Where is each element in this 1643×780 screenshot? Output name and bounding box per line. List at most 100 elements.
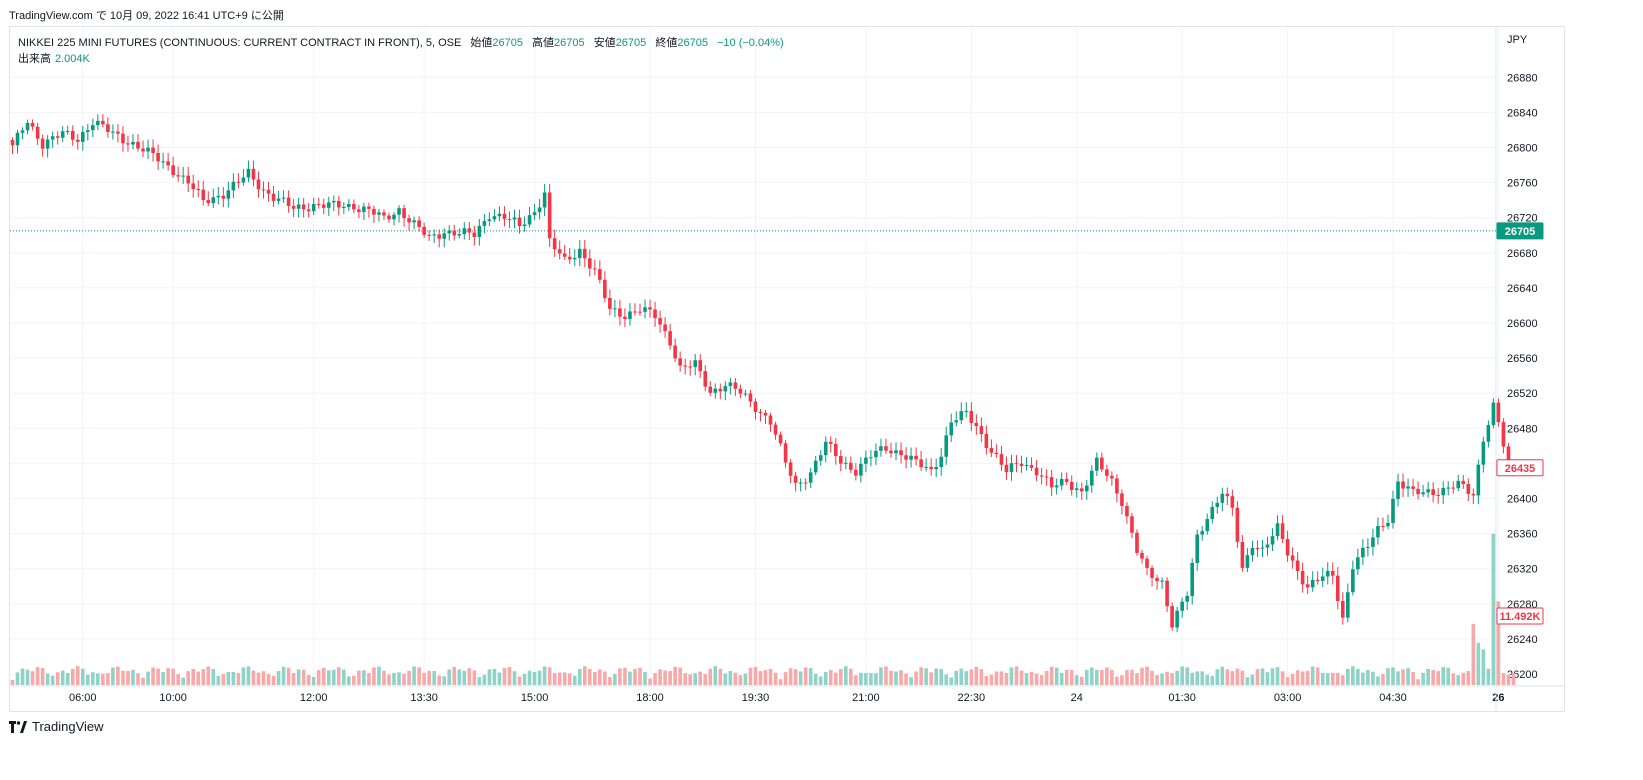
volume-bar: [567, 673, 572, 685]
volume-bar: [1466, 671, 1471, 685]
candle-body: [1371, 537, 1375, 547]
volume-bar: [291, 672, 296, 685]
volume-bar: [899, 670, 903, 685]
volume-bar: [407, 670, 411, 685]
volume-bar: [1135, 672, 1139, 685]
candle-body: [251, 168, 256, 180]
volume-bar: [1366, 669, 1370, 685]
candle-body: [462, 228, 467, 235]
candle-body: [648, 307, 652, 310]
candle-body: [557, 249, 562, 254]
candle-body: [196, 189, 201, 191]
candle-body: [1411, 486, 1415, 489]
volume-bar: [422, 672, 426, 685]
candle-body: [1245, 555, 1250, 568]
candle-body: [783, 443, 788, 463]
volume-marker-label: 11.492K: [1500, 611, 1541, 623]
candle-body: [467, 228, 472, 233]
volume-bar: [296, 669, 301, 685]
volume-bar: [713, 666, 718, 685]
volume-bar: [1255, 669, 1260, 685]
footer-brand[interactable]: TradingView: [9, 719, 104, 734]
volume-bar: [1044, 670, 1049, 685]
candle-body: [768, 415, 773, 425]
candle-body: [437, 234, 441, 239]
candle-body: [728, 382, 733, 387]
x-tick-label: 24: [1071, 692, 1083, 704]
candle-body: [1024, 465, 1029, 467]
candle-body: [914, 455, 918, 460]
volume-bar: [1100, 670, 1104, 685]
candle-body: [1044, 476, 1049, 478]
volume-bar: [412, 666, 416, 685]
current-price-marker-label: 26435: [1505, 463, 1536, 475]
candle-body: [382, 212, 386, 216]
volume-bar: [216, 675, 221, 685]
candle-body: [397, 208, 401, 215]
volume-bar: [25, 669, 30, 685]
candle-body: [1215, 502, 1220, 507]
candle-body: [1084, 485, 1089, 492]
volume-bar: [934, 668, 938, 685]
volume-bar: [753, 666, 758, 685]
volume-bar: [1265, 672, 1270, 685]
volume-bar: [1225, 669, 1230, 685]
high-label: 高値: [532, 37, 555, 49]
volume-bar: [251, 670, 256, 685]
volume-bar: [1074, 675, 1079, 685]
volume-bar: [75, 666, 80, 685]
volume-bar: [557, 672, 562, 685]
volume-bar: [226, 671, 231, 685]
volume-bar: [30, 671, 35, 685]
candle-body: [15, 132, 20, 146]
x-tick-label: 01:30: [1168, 692, 1196, 704]
open-label: 始値: [470, 37, 493, 49]
candle-body: [106, 124, 110, 132]
volume-bar: [427, 670, 431, 685]
volume-bar: [196, 671, 201, 685]
volume-bar: [206, 666, 211, 685]
candle-body: [1486, 425, 1491, 442]
candle-body: [1406, 486, 1410, 489]
volume-bar: [1295, 670, 1300, 685]
volume-bar: [1155, 675, 1159, 685]
volume-bar: [743, 673, 748, 685]
volume-bar: [1501, 673, 1506, 685]
volume-bar: [462, 670, 467, 685]
volume-bar: [352, 675, 356, 685]
candle-body: [874, 450, 878, 458]
candle-body: [206, 200, 211, 204]
candle-body: [321, 204, 326, 208]
candle-body: [1396, 481, 1400, 499]
volume-bar: [608, 677, 612, 685]
candle-body: [698, 360, 703, 372]
volume-bar: [588, 668, 592, 685]
candle-body: [111, 131, 115, 133]
candle-body: [1381, 525, 1385, 527]
candle-body: [246, 168, 251, 178]
volume-bar: [1411, 672, 1415, 685]
current-price-marker-box: [1496, 459, 1544, 477]
volume-bar: [286, 667, 291, 685]
volume-bar: [507, 667, 512, 685]
volume-bar: [1009, 667, 1014, 685]
candle-body: [286, 197, 291, 207]
candle-body: [753, 401, 758, 412]
candle-body: [1240, 541, 1245, 568]
candle-body: [1456, 480, 1461, 489]
candle-body: [1496, 402, 1501, 423]
candle-body: [598, 269, 602, 280]
volume-bar: [909, 677, 913, 685]
volume-bar: [542, 666, 547, 685]
volume-bar: [86, 674, 90, 685]
volume-bar: [1361, 672, 1365, 685]
candle-body: [316, 203, 321, 205]
volume-bar: [683, 673, 687, 685]
candle-body: [131, 141, 135, 145]
close-label: 終値: [655, 37, 678, 49]
y-tick-label: 26400: [1507, 494, 1538, 506]
volume-bar: [452, 666, 457, 685]
volume-bar: [783, 672, 788, 685]
volume-bar: [1245, 677, 1250, 685]
